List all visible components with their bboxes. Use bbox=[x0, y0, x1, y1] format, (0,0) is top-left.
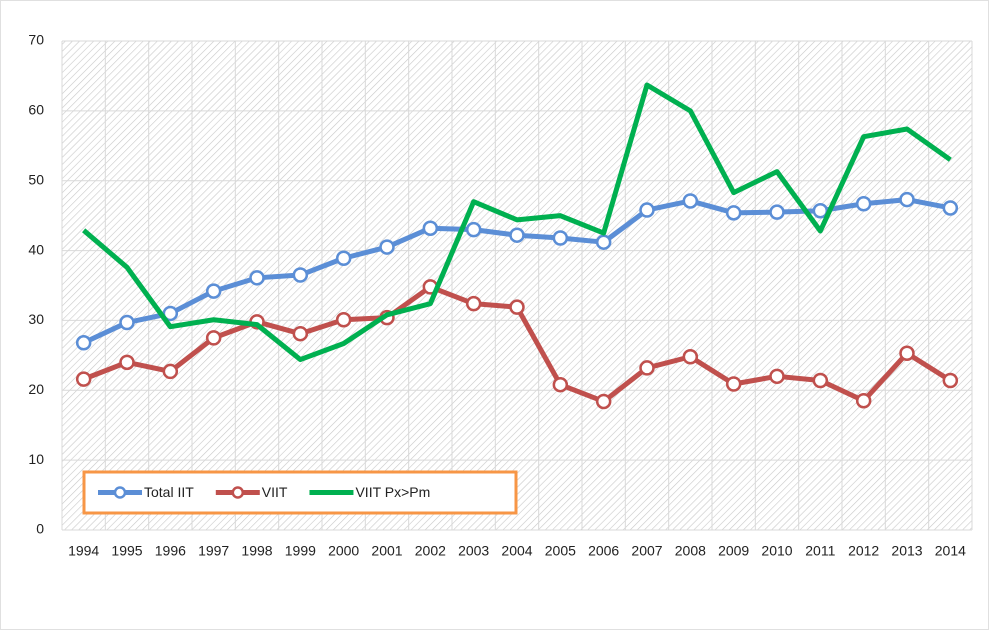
x-tick-label: 1997 bbox=[198, 543, 229, 559]
point-marker bbox=[725, 205, 742, 221]
point-marker bbox=[682, 349, 699, 365]
point-marker bbox=[335, 311, 352, 328]
x-tick-label: 2007 bbox=[631, 543, 662, 559]
y-tick-label: 50 bbox=[28, 171, 44, 187]
series-line bbox=[82, 82, 952, 363]
legend-box bbox=[82, 470, 518, 515]
x-tick-label: 2002 bbox=[415, 543, 446, 559]
point-marker bbox=[812, 203, 829, 219]
point-marker bbox=[292, 325, 309, 342]
point-marker bbox=[379, 239, 395, 255]
point-marker bbox=[639, 360, 655, 376]
x-tick-label: 1999 bbox=[285, 543, 316, 559]
point-marker bbox=[942, 200, 959, 216]
point-marker bbox=[162, 363, 179, 380]
x-tick-label: 2001 bbox=[371, 543, 402, 559]
point-marker bbox=[595, 234, 612, 250]
y-tick-label: 40 bbox=[28, 241, 44, 257]
legend-label: VIIT bbox=[262, 484, 288, 500]
x-tick-label: 2011 bbox=[805, 543, 835, 559]
point-marker bbox=[899, 191, 915, 208]
y-tick-label: 0 bbox=[36, 521, 44, 537]
point-marker bbox=[205, 330, 222, 346]
x-tick-label: 2010 bbox=[761, 543, 792, 559]
point-marker bbox=[769, 204, 785, 220]
x-tick-label: 2000 bbox=[328, 543, 359, 559]
legend-marker bbox=[113, 486, 127, 499]
legend-label: VIIT Px>Pm bbox=[355, 484, 430, 500]
point-marker bbox=[509, 227, 525, 243]
point-marker bbox=[75, 371, 92, 387]
x-tick-label: 2008 bbox=[675, 543, 706, 559]
point-marker bbox=[812, 372, 829, 389]
point-marker bbox=[552, 230, 569, 246]
legend-marker bbox=[231, 486, 245, 499]
point-marker bbox=[292, 267, 309, 283]
point-marker bbox=[725, 376, 742, 392]
point-marker bbox=[682, 193, 699, 209]
x-tick-label: 2012 bbox=[848, 543, 879, 559]
point-marker bbox=[769, 368, 785, 385]
point-marker bbox=[249, 270, 265, 286]
point-marker bbox=[465, 221, 482, 238]
x-tick-label: 2009 bbox=[718, 543, 749, 559]
x-tick-label: 2006 bbox=[588, 543, 619, 559]
y-tick-label: 60 bbox=[28, 102, 44, 118]
x-tick-label: 2013 bbox=[891, 543, 922, 559]
x-tick-label: 2004 bbox=[501, 543, 532, 559]
legend-label: Total IIT bbox=[144, 484, 194, 500]
point-marker bbox=[855, 393, 872, 409]
y-tick-label: 30 bbox=[28, 311, 44, 327]
point-marker bbox=[899, 345, 915, 362]
y-tick-label: 20 bbox=[28, 381, 44, 397]
point-marker bbox=[855, 196, 872, 212]
y-tick-label: 70 bbox=[28, 32, 44, 48]
point-marker bbox=[509, 299, 525, 315]
plot-area bbox=[62, 41, 972, 530]
x-tick-label: 2005 bbox=[545, 543, 576, 559]
x-tick-label: 1998 bbox=[241, 543, 272, 559]
point-marker bbox=[639, 202, 655, 218]
x-tick-label: 1994 bbox=[68, 543, 99, 559]
x-tick-label: 2003 bbox=[458, 543, 489, 559]
point-marker bbox=[465, 295, 482, 312]
point-marker bbox=[75, 335, 92, 351]
point-marker bbox=[119, 354, 135, 371]
point-marker bbox=[552, 376, 569, 393]
y-tick-label: 10 bbox=[28, 451, 44, 467]
point-marker bbox=[942, 372, 959, 389]
point-marker bbox=[595, 393, 612, 410]
point-marker bbox=[335, 250, 352, 267]
point-marker bbox=[422, 220, 439, 236]
point-marker bbox=[205, 283, 222, 299]
point-marker bbox=[119, 314, 135, 331]
x-tick-label: 1995 bbox=[111, 543, 142, 559]
point-marker bbox=[162, 305, 179, 322]
x-tick-label: 1996 bbox=[155, 543, 186, 559]
x-tick-label: 2014 bbox=[935, 543, 966, 559]
